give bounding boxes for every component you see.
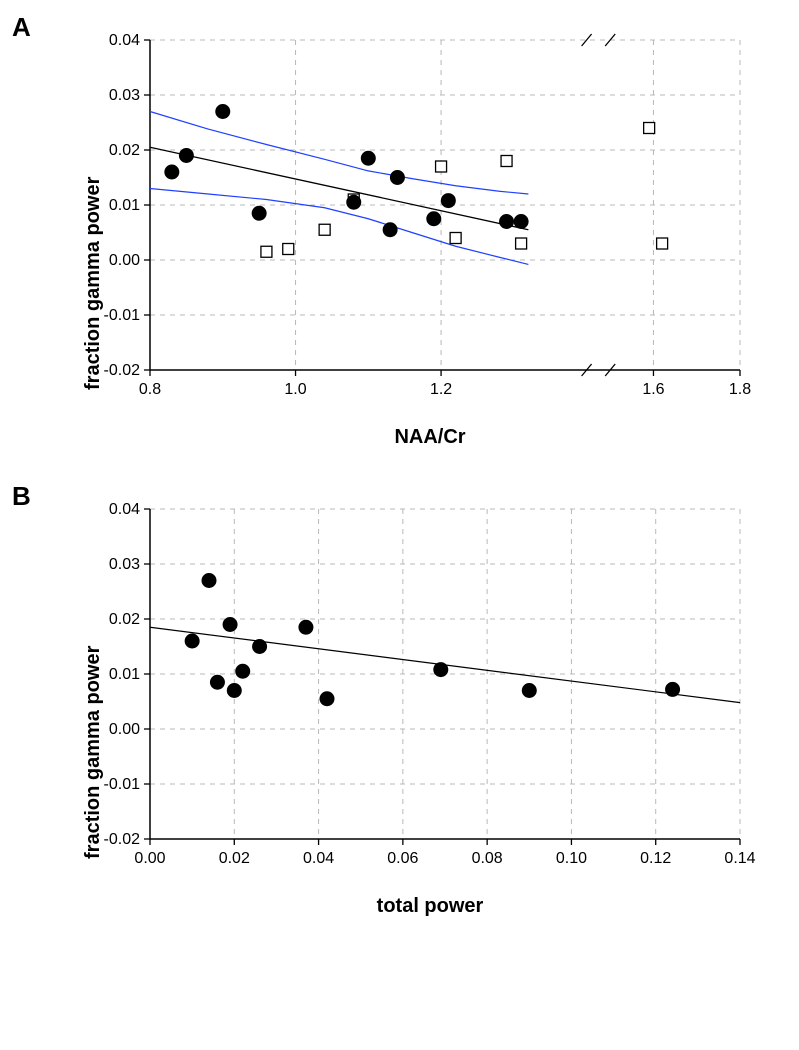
panel-b-xlabel: total power	[80, 895, 780, 918]
svg-text:0.8: 0.8	[139, 381, 161, 398]
figure: A fraction gamma power -0.02-0.010.000.0…	[20, 20, 780, 918]
panel-a-label: A	[12, 12, 31, 43]
panel-b-label: B	[12, 481, 31, 512]
svg-text:-0.01: -0.01	[104, 307, 141, 324]
panel-b: B fraction gamma power -0.02-0.010.000.0…	[20, 489, 780, 918]
chart-b-svg: -0.02 -0.01 0.00 0.01 0.02 0.03 0.04 0.00 0.02 0.…	[80, 489, 760, 889]
svg-text:-0.02: -0.02	[104, 831, 141, 848]
panel-a-chart: -0.02 -0.01 0.00 0.01 0.02 0.03 0.04 0.8 1.0 1.2 1…	[80, 20, 780, 449]
svg-text:1.2: 1.2	[430, 381, 452, 398]
svg-text:-0.01: -0.01	[104, 776, 141, 793]
svg-text:0.01: 0.01	[109, 197, 140, 214]
panel-b-ylabel: fraction gamma power	[82, 646, 105, 859]
panel-a: A fraction gamma power -0.02-0.010.000.0…	[20, 20, 780, 449]
svg-text:1.0: 1.0	[284, 381, 306, 398]
svg-text:0.02: 0.02	[219, 850, 250, 867]
svg-text:0.00: 0.00	[134, 850, 165, 867]
svg-text:0.02: 0.02	[109, 142, 140, 159]
svg-text:0.03: 0.03	[109, 87, 140, 104]
svg-text:0.00: 0.00	[109, 252, 140, 269]
svg-text:0.04: 0.04	[109, 501, 140, 518]
panel-a-xlabel: NAA/Cr	[80, 426, 780, 449]
svg-text:0.04: 0.04	[303, 850, 334, 867]
svg-text:0.02: 0.02	[109, 611, 140, 628]
svg-text:-0.02: -0.02	[104, 362, 141, 379]
svg-text:0.01: 0.01	[109, 666, 140, 683]
panel-a-ylabel: fraction gamma power	[82, 177, 105, 390]
svg-text:0.06: 0.06	[387, 850, 418, 867]
svg-text:0.10: 0.10	[556, 850, 587, 867]
chart-a-svg: -0.02 -0.01 0.00 0.01 0.02 0.03 0.04 0.8 1.0 1.2 1…	[80, 20, 760, 420]
svg-text:1.6: 1.6	[642, 381, 664, 398]
svg-text:0.12: 0.12	[640, 850, 671, 867]
svg-text:0.04: 0.04	[109, 32, 140, 49]
svg-text:0.00: 0.00	[109, 721, 140, 738]
panel-b-chart: -0.02 -0.01 0.00 0.01 0.02 0.03 0.04 0.00 0.02 0.…	[80, 489, 780, 918]
svg-text:0.03: 0.03	[109, 556, 140, 573]
svg-text:0.08: 0.08	[472, 850, 503, 867]
svg-text:1.8: 1.8	[729, 381, 751, 398]
svg-text:0.14: 0.14	[724, 850, 755, 867]
